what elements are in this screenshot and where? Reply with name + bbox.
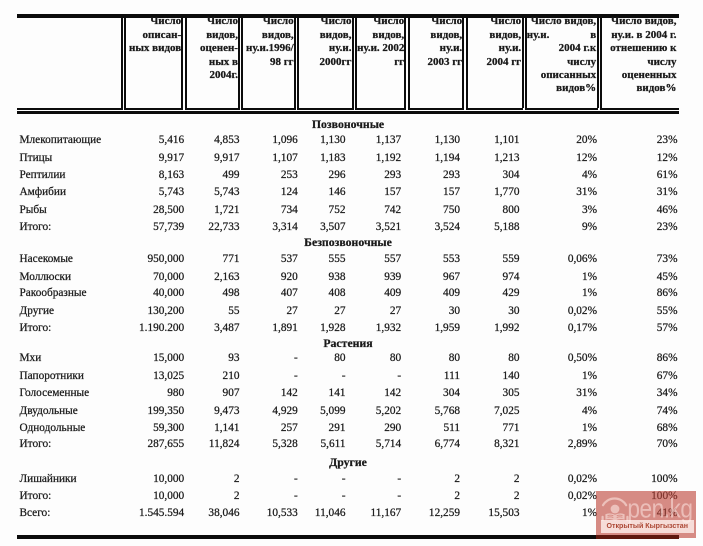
- svg-text:pen.kg: pen.kg: [627, 493, 692, 523]
